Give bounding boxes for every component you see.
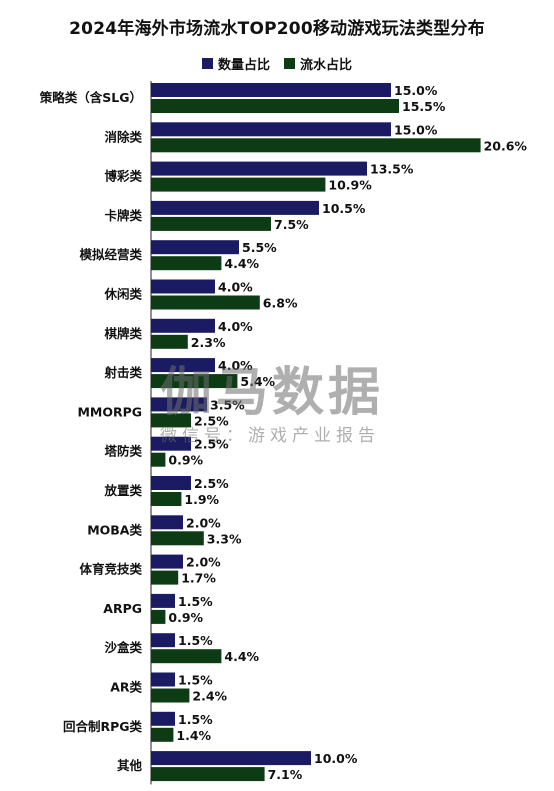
data-label-count-share: 10.5% bbox=[322, 201, 366, 216]
legend-swatch-revenue bbox=[284, 58, 295, 69]
bar-revenue-share bbox=[151, 767, 265, 782]
category-label: AR类 bbox=[110, 680, 142, 695]
bar-revenue-share bbox=[151, 334, 188, 349]
bar-count-share bbox=[151, 593, 175, 608]
bar-count-share bbox=[151, 672, 175, 687]
data-label-revenue-share: 4.4% bbox=[224, 256, 259, 271]
data-label-count-share: 3.5% bbox=[210, 397, 245, 412]
category-label: 放置类 bbox=[103, 483, 142, 498]
data-label-revenue-share: 2.4% bbox=[192, 689, 227, 704]
data-label-count-share: 4.0% bbox=[218, 319, 253, 334]
chart-title: 2024年海外市场流水TOP200移动游戏玩法类型分布 bbox=[69, 19, 485, 39]
category-label: 回合制RPG类 bbox=[63, 719, 143, 734]
data-label-revenue-share: 20.6% bbox=[484, 138, 528, 153]
data-label-revenue-share: 1.9% bbox=[184, 492, 219, 507]
data-label-revenue-share: 5.4% bbox=[240, 374, 275, 389]
category-label: 体育竞技类 bbox=[79, 562, 142, 577]
bar-revenue-share bbox=[151, 688, 190, 703]
data-label-revenue-share: 1.4% bbox=[176, 728, 211, 743]
data-label-count-share: 15.0% bbox=[394, 122, 438, 137]
legend-swatch-count bbox=[201, 58, 213, 69]
bar-count-share bbox=[151, 436, 191, 451]
bar-revenue-share bbox=[151, 177, 326, 192]
bar-revenue-share bbox=[151, 492, 182, 506]
data-label-revenue-share: 2.5% bbox=[194, 413, 229, 428]
category-label: ARPG bbox=[103, 601, 142, 616]
bar-revenue-share bbox=[151, 452, 166, 467]
bar-revenue-share bbox=[151, 609, 166, 624]
data-label-revenue-share: 0.9% bbox=[168, 453, 203, 468]
category-label: 消除类 bbox=[104, 129, 142, 144]
bar-count-share bbox=[151, 633, 175, 648]
bar-revenue-share bbox=[151, 99, 399, 113]
data-label-count-share: 2.5% bbox=[194, 476, 229, 491]
legend-item-count: 数量占比 bbox=[201, 54, 270, 73]
category-label: 射击类 bbox=[103, 365, 142, 380]
data-label-count-share: 10.0% bbox=[314, 751, 358, 766]
data-label-count-share: 13.5% bbox=[370, 162, 414, 177]
category-label: 卡牌类 bbox=[104, 208, 142, 223]
bar-revenue-share bbox=[151, 413, 191, 428]
category-label: 博彩类 bbox=[104, 169, 142, 184]
bar-count-share bbox=[151, 515, 183, 530]
bar-count-share bbox=[151, 554, 183, 569]
data-label-count-share: 1.5% bbox=[178, 594, 213, 609]
data-label-count-share: 5.5% bbox=[242, 240, 277, 255]
data-label-revenue-share: 4.4% bbox=[224, 649, 259, 664]
data-label-revenue-share: 0.9% bbox=[168, 610, 203, 625]
bar-revenue-share bbox=[151, 256, 222, 271]
category-label: 塔防类 bbox=[104, 444, 142, 459]
legend-item-revenue: 流水占比 bbox=[284, 54, 352, 73]
legend-label-count: 数量占比 bbox=[217, 58, 270, 73]
data-label-count-share: 4.0% bbox=[218, 358, 253, 373]
bar-count-share bbox=[151, 161, 367, 176]
category-label: 模拟经营类 bbox=[79, 247, 142, 262]
bar-count-share bbox=[151, 318, 215, 333]
bar-count-share bbox=[151, 279, 215, 294]
bar-count-share bbox=[151, 476, 191, 490]
bar-count-share bbox=[151, 240, 239, 255]
legend-label-revenue: 流水占比 bbox=[300, 58, 353, 73]
legend: 数量占比 流水占比 bbox=[0, 54, 554, 73]
bar-revenue-share bbox=[151, 531, 204, 546]
bar-revenue-share bbox=[151, 649, 222, 664]
data-label-count-share: 1.5% bbox=[178, 633, 213, 648]
data-label-count-share: 15.0% bbox=[394, 83, 438, 98]
data-label-count-share: 2.0% bbox=[186, 515, 221, 530]
bar-revenue-share bbox=[151, 570, 179, 585]
category-label: MMORPG bbox=[77, 404, 142, 419]
bar-revenue-share bbox=[151, 295, 260, 310]
data-label-count-share: 2.5% bbox=[194, 437, 229, 452]
bar-count-share bbox=[151, 711, 175, 726]
category-label: MOBA类 bbox=[87, 522, 142, 537]
data-label-revenue-share: 7.1% bbox=[268, 767, 303, 782]
category-label: 沙盒类 bbox=[104, 640, 142, 655]
bar-revenue-share bbox=[151, 216, 271, 231]
data-label-revenue-share: 1.7% bbox=[181, 571, 216, 586]
bar-revenue-share bbox=[151, 138, 481, 153]
category-label: 棋牌类 bbox=[103, 326, 142, 341]
data-label-revenue-share: 7.5% bbox=[274, 217, 309, 232]
data-label-count-share: 1.5% bbox=[178, 673, 213, 688]
bar-revenue-share bbox=[151, 374, 238, 389]
data-label-revenue-share: 15.5% bbox=[402, 99, 446, 114]
data-label-revenue-share: 3.3% bbox=[207, 531, 242, 546]
bar-revenue-share bbox=[151, 727, 174, 742]
data-label-count-share: 2.0% bbox=[186, 555, 221, 570]
data-label-revenue-share: 6.8% bbox=[263, 296, 298, 311]
data-label-revenue-share: 10.9% bbox=[328, 178, 372, 193]
bar-count-share bbox=[151, 83, 391, 97]
bar-count-share bbox=[151, 751, 311, 766]
bar-count-share bbox=[151, 397, 207, 412]
data-label-count-share: 4.0% bbox=[218, 280, 253, 295]
category-label: 其他 bbox=[117, 758, 143, 773]
data-label-revenue-share: 2.3% bbox=[191, 335, 226, 350]
bar-count-share bbox=[151, 358, 215, 373]
data-label-count-share: 1.5% bbox=[178, 712, 213, 727]
bar-count-share bbox=[151, 122, 391, 137]
category-label: 策略类（含SLG） bbox=[40, 90, 142, 105]
bar-count-share bbox=[151, 200, 319, 215]
category-label: 休闲类 bbox=[103, 287, 142, 302]
